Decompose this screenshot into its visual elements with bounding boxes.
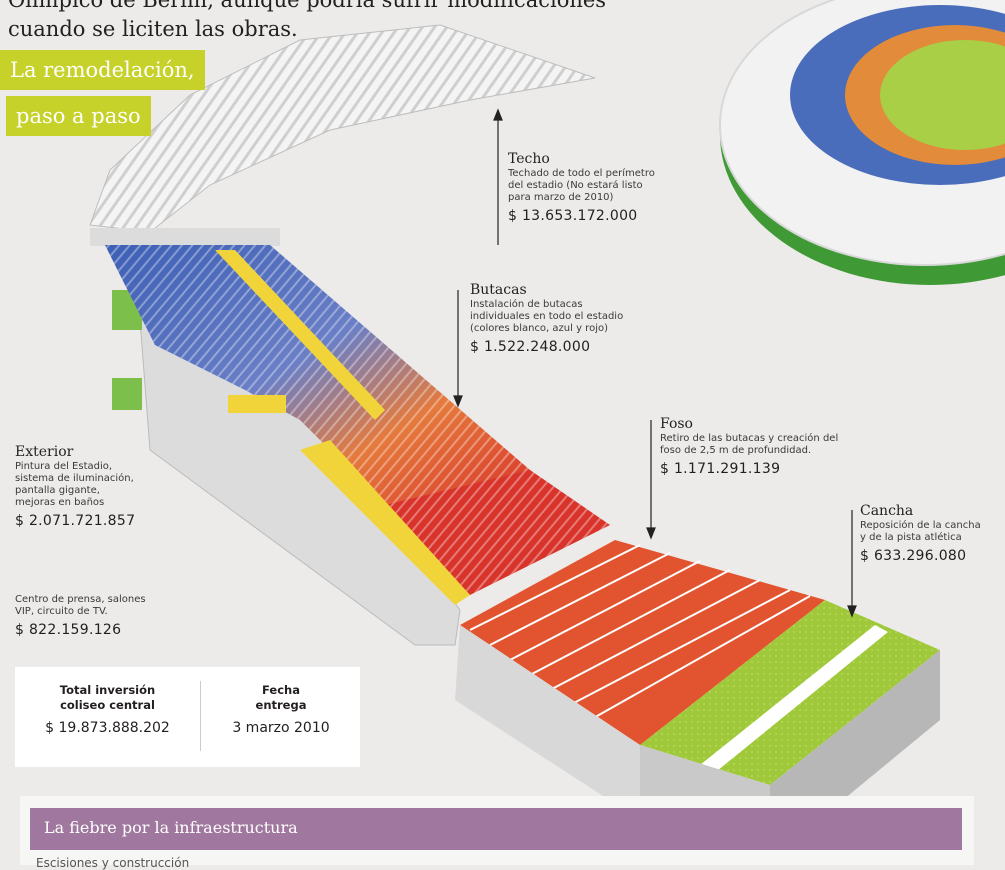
seats-section xyxy=(105,245,610,605)
grass-field xyxy=(640,600,940,860)
label-butacas-desc-3: (colores blanco, azul y rojo) xyxy=(470,323,608,334)
totals-box: Total inversión coliseo central $ 19.873… xyxy=(15,667,360,767)
label-techo-title: Techo xyxy=(508,151,550,167)
delivery-label-2: entrega xyxy=(255,698,307,712)
label-foso-desc-2: foso de 2,5 m de profundidad. xyxy=(660,445,812,456)
label-exterior-desc-2: sistema de iluminación, xyxy=(15,473,134,484)
total-investment: Total inversión coliseo central $ 19.873… xyxy=(25,683,190,736)
label-techo-amount: $ 13.653.172.000 xyxy=(508,208,638,224)
section-subtitle: Escisiones y construcción xyxy=(36,856,190,870)
section-header: La fiebre por la infraestructura xyxy=(30,808,962,850)
label-butacas: Butacas Instalación de butacas individua… xyxy=(470,282,624,355)
delivery-value: 3 marzo 2010 xyxy=(232,720,330,736)
delivery-label-1: Fecha xyxy=(262,683,300,697)
label-cancha-desc-2: y de la pista atlética xyxy=(860,532,962,543)
label-exterior-title: Exterior xyxy=(15,444,74,460)
roof-section xyxy=(89,24,596,246)
label-exterior-desc-4: mejoras en baños xyxy=(15,497,105,508)
label-butacas-desc-2: individuales en todo el estadio xyxy=(470,311,624,322)
label-techo: Techo Techado de todo el perímetro del e… xyxy=(508,151,655,224)
label-prensa-desc-2: VIP, circuito de TV. xyxy=(15,606,108,617)
label-prensa-desc-1: Centro de prensa, salones xyxy=(15,594,146,605)
label-prensa-amount: $ 822.159.126 xyxy=(15,622,122,638)
intro-line-1: Olímpico de Berlín, aunque podría sufrir… xyxy=(8,0,607,12)
label-exterior-desc-3: pantalla gigante, xyxy=(15,485,100,496)
label-foso-title: Foso xyxy=(660,416,693,432)
section-title: La fiebre por la infraestructura xyxy=(44,818,298,837)
label-cancha-title: Cancha xyxy=(860,503,914,519)
label-techo-desc-3: para marzo de 2010) xyxy=(508,192,614,203)
label-prensa: Centro de prensa, salones VIP, circuito … xyxy=(15,594,146,638)
running-track xyxy=(455,540,825,820)
label-foso-desc-1: Retiro de las butacas y creación del xyxy=(660,433,839,444)
total-investment-value: $ 19.873.888.202 xyxy=(45,720,170,736)
intro-text: Olímpico de Berlín, aunque podría sufrir… xyxy=(8,0,606,44)
intro-line-2: cuando se liciten las obras. xyxy=(8,17,298,41)
label-exterior-amount: $ 2.071.721.857 xyxy=(15,513,136,529)
total-investment-label-2: coliseo central xyxy=(60,698,155,712)
label-butacas-amount: $ 1.522.248.000 xyxy=(470,339,591,355)
label-foso-amount: $ 1.171.291.139 xyxy=(660,461,781,477)
headline-line-1: La remodelación, xyxy=(0,50,205,90)
label-exterior: Exterior Pintura del Estadio, sistema de… xyxy=(15,444,136,529)
label-exterior-desc-1: Pintura del Estadio, xyxy=(15,461,113,472)
label-cancha-desc-1: Reposición de la cancha xyxy=(860,520,981,531)
headline-line-2: paso a paso xyxy=(6,96,151,136)
label-techo-desc-1: Techado de todo el perímetro xyxy=(508,168,655,179)
label-butacas-title: Butacas xyxy=(470,282,527,298)
delivery-date: Fecha entrega 3 marzo 2010 xyxy=(211,683,351,736)
label-cancha: Cancha Reposición de la cancha y de la p… xyxy=(860,503,981,564)
label-butacas-desc-1: Instalación de butacas xyxy=(470,299,583,310)
aerial-stadium-image xyxy=(719,0,1005,285)
label-techo-desc-2: del estadio (No estará listo xyxy=(508,180,643,191)
totals-divider xyxy=(200,681,201,751)
pointer-arrows xyxy=(453,108,857,618)
label-foso: Foso Retiro de las butacas y creación de… xyxy=(660,416,839,477)
label-cancha-amount: $ 633.296.080 xyxy=(860,548,967,564)
total-investment-label-1: Total inversión xyxy=(59,683,156,697)
